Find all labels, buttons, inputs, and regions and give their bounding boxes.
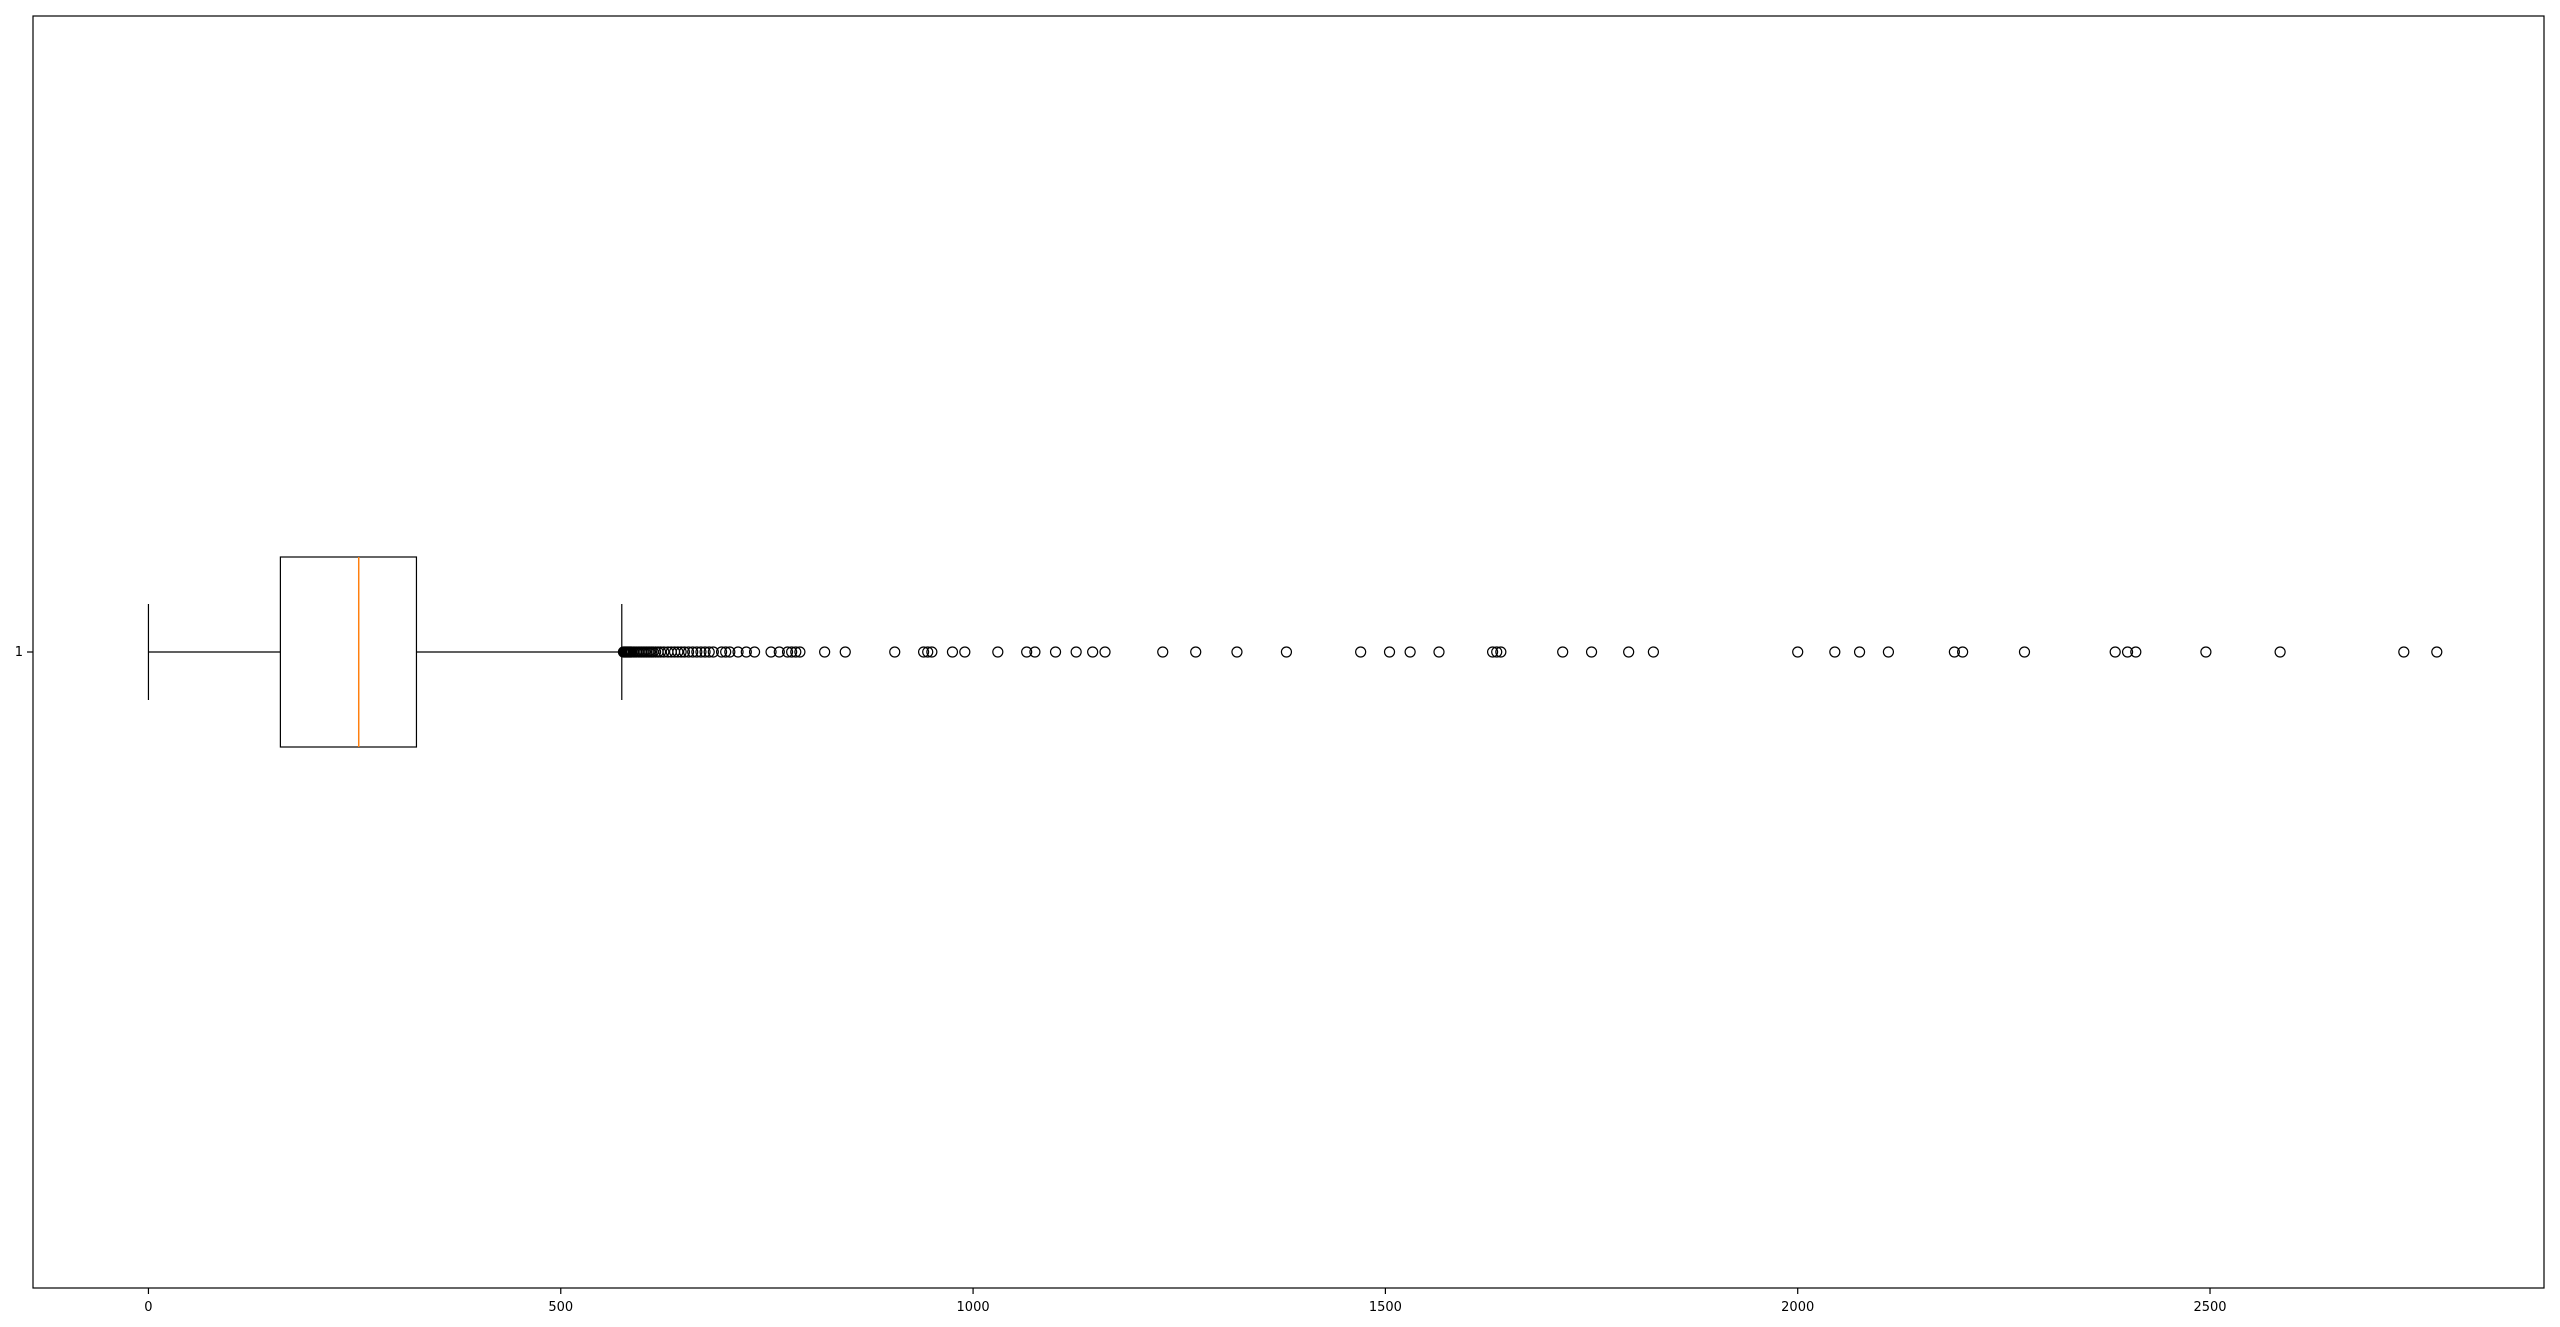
outlier-point xyxy=(2200,646,2212,658)
x-tick-label: 2500 xyxy=(2193,1300,2226,1315)
outlier-point xyxy=(672,646,684,658)
outlier-point xyxy=(1957,646,1969,658)
outlier-point xyxy=(2121,646,2134,658)
outlier-point xyxy=(724,646,736,658)
outlier-point xyxy=(748,646,761,658)
outlier-point xyxy=(1190,646,1202,658)
axes-frame xyxy=(32,15,2545,1289)
outlier-point xyxy=(946,646,959,658)
outlier-point xyxy=(1829,646,1841,658)
iqr-box xyxy=(279,556,418,748)
outlier-point xyxy=(765,646,777,658)
outlier-point xyxy=(703,646,715,658)
outlier-point xyxy=(1486,646,1499,658)
outlier-point xyxy=(1157,646,1169,658)
x-tick-label: 0 xyxy=(144,1300,152,1315)
outlier-point xyxy=(839,646,851,658)
outlier-point xyxy=(1882,646,1895,658)
outlier-point xyxy=(959,646,971,658)
outlier-point xyxy=(2130,646,2142,658)
outlier-point xyxy=(773,646,785,658)
outlier-point xyxy=(1792,646,1804,658)
outlier-point xyxy=(1623,646,1635,658)
outlier-point xyxy=(1404,646,1416,658)
outlier-point xyxy=(918,646,930,658)
outlier-point xyxy=(1355,646,1367,658)
x-tick-label: 1500 xyxy=(1369,1300,1402,1315)
outlier-point xyxy=(2431,646,2443,658)
outlier-point xyxy=(819,646,831,658)
x-tick-label: 500 xyxy=(548,1300,573,1315)
outlier-point xyxy=(1491,646,1503,658)
outlier-point xyxy=(790,646,802,658)
outlier-point xyxy=(1853,646,1866,658)
outlier-point xyxy=(1948,646,1960,658)
outlier-point xyxy=(781,646,794,658)
outlier-point xyxy=(2109,646,2121,658)
outlier-point xyxy=(720,646,732,658)
outlier-point xyxy=(1231,646,1243,658)
outlier-point xyxy=(732,646,744,658)
outlier-point xyxy=(786,646,798,658)
outlier-point xyxy=(1087,646,1099,658)
outlier-point xyxy=(1280,646,1293,658)
outlier-point xyxy=(1099,646,1111,658)
outlier-point xyxy=(1029,646,1041,658)
outlier-point xyxy=(1049,646,1062,658)
x-tick-label: 2000 xyxy=(1781,1300,1814,1315)
outlier-point xyxy=(1383,646,1396,658)
outlier-point xyxy=(1585,646,1598,658)
outlier-point xyxy=(691,646,703,658)
outlier-point xyxy=(922,646,934,658)
x-tick-label: 1000 xyxy=(957,1300,990,1315)
outlier-point xyxy=(1647,646,1659,658)
y-tick-label: 1 xyxy=(15,645,23,660)
outlier-point xyxy=(675,646,687,658)
outlier-point xyxy=(715,646,728,658)
outlier-point xyxy=(794,646,806,658)
outlier-point xyxy=(695,646,707,658)
outlier-point xyxy=(1495,646,1507,658)
outlier-point xyxy=(1021,646,1033,658)
outlier-point xyxy=(687,646,699,658)
outlier-point xyxy=(926,646,938,658)
outlier-point xyxy=(2274,646,2286,658)
boxplot-series xyxy=(147,556,2443,748)
outlier-point xyxy=(1557,646,1569,658)
outlier-point xyxy=(682,646,695,658)
outlier-point xyxy=(740,646,752,658)
outlier-point xyxy=(2398,646,2410,658)
outlier-point xyxy=(707,646,719,658)
outlier-point xyxy=(678,646,691,658)
outlier-point xyxy=(1433,646,1445,658)
outlier-point xyxy=(992,646,1004,658)
outlier-point xyxy=(654,646,667,658)
outlier-point xyxy=(1070,646,1082,658)
plot-layer: 0 500 1000 1500 2000 2500 1 xyxy=(15,15,2545,1315)
outlier-point xyxy=(699,646,711,658)
outlier-point xyxy=(2018,646,2031,658)
outlier-point xyxy=(889,646,901,658)
outlier-point xyxy=(658,646,670,658)
